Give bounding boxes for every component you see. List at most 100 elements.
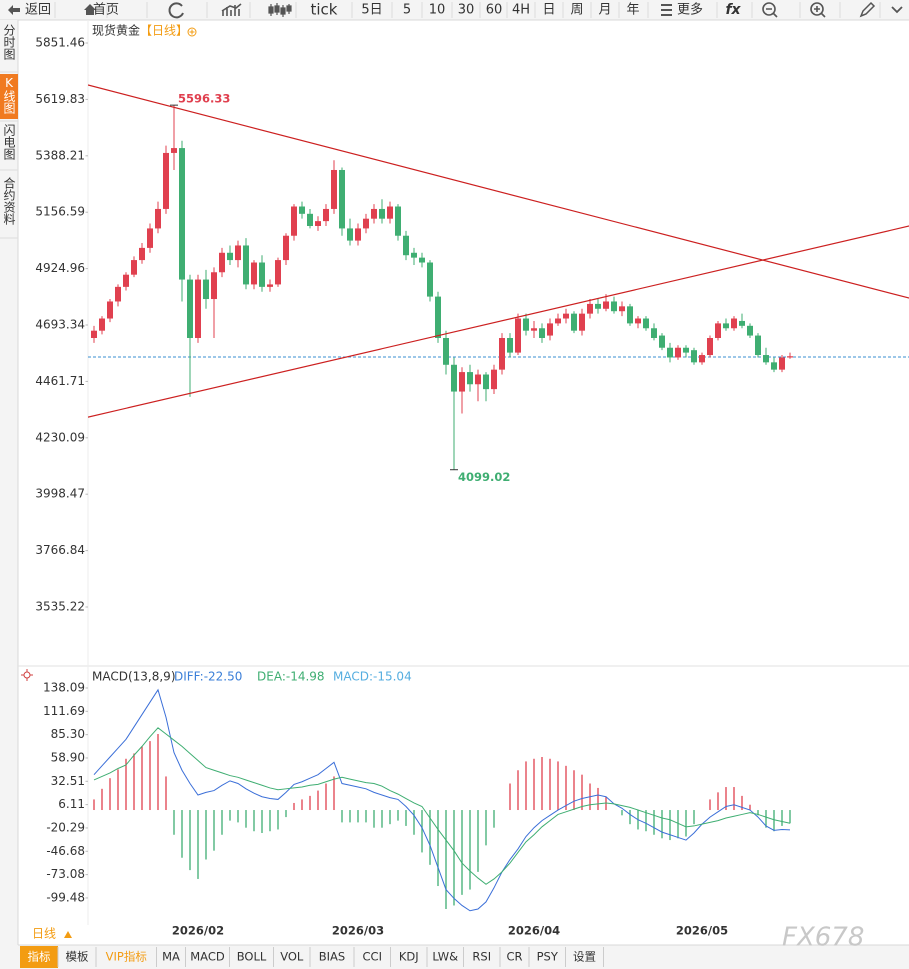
bottom-tab[interactable]: 指标 — [28, 950, 51, 964]
candle-body — [139, 247, 145, 261]
candle-body — [587, 303, 593, 314]
back-icon[interactable] — [8, 5, 20, 15]
candle-body — [251, 262, 257, 285]
dea-line — [93, 727, 791, 885]
side-tab[interactable]: 合约资料 — [2, 176, 16, 225]
side-tab[interactable]: 闪电图 — [2, 124, 16, 160]
candle-body — [395, 206, 401, 236]
chart-type-icon[interactable] — [221, 3, 242, 16]
candle-body — [379, 208, 385, 219]
bottom-tab[interactable]: CCI — [363, 950, 382, 964]
draw-icon[interactable] — [859, 1, 876, 18]
trend-line — [88, 84, 909, 299]
candle-icon[interactable] — [268, 3, 292, 17]
candle-body — [539, 328, 545, 338]
bottom-tab[interactable]: 设置 — [573, 950, 596, 964]
zoom-in-icon[interactable] — [810, 2, 824, 16]
candle-body — [779, 357, 785, 370]
period-selector[interactable]: 日线 — [32, 927, 56, 941]
bottom-tab[interactable]: RSI — [472, 950, 491, 964]
toolbar-button[interactable]: 返回 — [25, 3, 51, 18]
zoom-in-icon-detail — [814, 6, 826, 18]
candle-body — [555, 318, 561, 324]
collapse-icon[interactable] — [891, 6, 903, 14]
settings-icon[interactable] — [23, 671, 31, 679]
y-tick-label: 3998.47 — [35, 487, 85, 501]
candle-body — [603, 301, 609, 309]
candle-body — [275, 260, 281, 285]
indicator-readout: DIFF:-22.50 — [174, 670, 242, 684]
candle-body — [675, 347, 681, 358]
candle-body — [91, 330, 97, 338]
y-tick-label: 5156.59 — [35, 205, 85, 219]
refresh-icon[interactable] — [168, 2, 184, 19]
toolbar-button[interactable]: 5 — [403, 3, 411, 18]
toolbar-button[interactable]: 周 — [570, 3, 583, 18]
more-icon[interactable] — [661, 4, 672, 16]
candle-body — [507, 337, 513, 353]
candle-body — [627, 306, 633, 324]
toolbar-button[interactable]: 更多 — [677, 2, 703, 18]
add-icon-detail — [189, 29, 195, 35]
candle-body — [699, 355, 705, 363]
settings-icon-detail — [21, 669, 33, 681]
toolbar-button[interactable]: 60 — [486, 3, 503, 18]
y-tick-label: 4924.96 — [35, 261, 85, 275]
y-tick-label: 4230.09 — [35, 430, 85, 444]
period-arrow[interactable] — [64, 931, 72, 938]
candle-body — [787, 356, 793, 358]
chart-title: 现货黄金 — [92, 23, 140, 38]
candle-body — [523, 318, 529, 331]
bottom-tab[interactable]: 模板 — [66, 950, 89, 964]
bottom-tab[interactable]: VIP指标 — [106, 950, 147, 964]
bottom-tab[interactable]: VOL — [280, 950, 304, 964]
toolbar-button[interactable]: 月 — [598, 3, 611, 18]
candle-body — [347, 228, 353, 241]
bottom-tab[interactable]: LW& — [432, 950, 458, 964]
candle-body — [611, 301, 617, 312]
toolbar-button[interactable]: fx — [725, 2, 741, 18]
bottom-tab[interactable]: CR — [506, 950, 522, 964]
home-icon[interactable] — [84, 4, 96, 15]
toolbar-button[interactable]: 5日 — [361, 3, 382, 18]
candle-body — [755, 335, 761, 356]
toolbar-button[interactable]: 4H — [512, 3, 530, 18]
bottom-tab[interactable]: MA — [162, 950, 180, 964]
candle-body — [691, 350, 697, 363]
side-tab[interactable]: K线图 — [2, 76, 16, 114]
toolbar-button[interactable]: 年 — [626, 3, 639, 18]
toolbar-button[interactable]: 首页 — [93, 3, 119, 18]
toolbar-button[interactable]: 日 — [542, 3, 555, 18]
bottom-tab[interactable]: PSY — [537, 950, 559, 964]
side-tab[interactable]: 分时图 — [2, 24, 16, 60]
candle-body — [683, 347, 689, 353]
candle-body — [467, 372, 473, 385]
y-tick-label: 58.90 — [51, 750, 85, 764]
plot-area — [93, 688, 791, 912]
bottom-tab[interactable]: BOLL — [237, 950, 267, 964]
candle-body — [243, 245, 249, 285]
candle-body — [291, 206, 297, 236]
zoom-out-icon[interactable] — [762, 2, 776, 16]
watermark: FX678 — [782, 923, 864, 953]
candle-body — [355, 228, 361, 241]
toolbar-button[interactable]: 10 — [429, 3, 446, 18]
add-icon[interactable] — [187, 27, 197, 37]
candle-body — [155, 208, 161, 229]
candle-body — [371, 208, 377, 219]
candle-body — [235, 245, 241, 261]
toolbar-button[interactable]: 30 — [458, 3, 475, 18]
y-tick-label: 5388.21 — [35, 148, 85, 162]
bottom-tab-active[interactable] — [20, 946, 58, 968]
bottom-tab[interactable]: MACD — [190, 950, 225, 964]
candle-body — [171, 148, 177, 153]
candle-body — [363, 218, 369, 229]
candle-body — [123, 274, 129, 287]
side-tab-active[interactable] — [0, 74, 18, 119]
bottom-tab[interactable]: KDJ — [399, 950, 419, 964]
toolbar-button[interactable]: tick — [311, 1, 338, 19]
candle-body — [563, 313, 569, 319]
candle-body — [267, 284, 273, 287]
bottom-tab[interactable]: BIAS — [319, 950, 345, 964]
